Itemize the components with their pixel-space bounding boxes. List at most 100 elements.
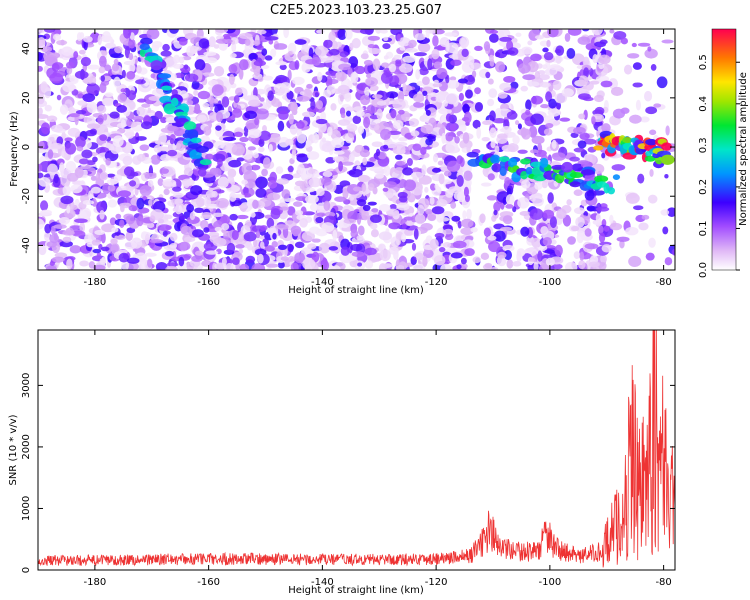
spectrogram-cell bbox=[123, 166, 135, 177]
spectrogram-cell bbox=[398, 109, 405, 115]
spectrogram-cell bbox=[315, 100, 324, 110]
spectrogram-cell bbox=[286, 206, 296, 216]
spectrogram-cell bbox=[357, 125, 365, 135]
spectrogram-cell bbox=[290, 101, 298, 114]
snr-y-tick-label: 2000 bbox=[21, 434, 32, 459]
spectrogram-cell bbox=[88, 75, 97, 86]
spectrogram-cell bbox=[595, 75, 610, 83]
spectrogram-cell bbox=[414, 33, 426, 41]
spectrogram-x-axis-label: Height of straight line (km) bbox=[288, 285, 424, 296]
spectrogram-feature-cell bbox=[195, 145, 209, 153]
spectrogram-cell bbox=[238, 204, 248, 209]
spectrogram-cell bbox=[488, 241, 501, 253]
spectrogram-cell bbox=[38, 93, 45, 105]
spectrogram-cell bbox=[369, 123, 380, 131]
spectrogram-cell bbox=[583, 138, 597, 145]
spectrogram-cell bbox=[411, 187, 423, 196]
spectrogram-cell bbox=[359, 29, 372, 35]
spectrogram-cell bbox=[582, 56, 590, 67]
spectrogram-cell bbox=[264, 55, 273, 61]
spectrogram-cell bbox=[238, 230, 244, 243]
spectrogram-cell bbox=[189, 211, 196, 221]
spectrogram-cell bbox=[316, 188, 325, 197]
spectrogram-cell bbox=[653, 103, 662, 108]
spectrogram-cell bbox=[436, 67, 448, 79]
spectrogram-cell bbox=[141, 103, 151, 108]
spectrogram-cell bbox=[417, 204, 425, 216]
spectrogram-cell bbox=[371, 208, 379, 213]
spectrogram-cell bbox=[645, 106, 658, 115]
snr-x-tick-label: -140 bbox=[311, 577, 334, 588]
spectrogram-cell bbox=[493, 209, 498, 216]
spectrogram-cell bbox=[163, 188, 170, 196]
spectrogram-cell bbox=[517, 197, 530, 209]
spectrogram-cell bbox=[579, 132, 590, 140]
spectrogram-cell bbox=[647, 194, 658, 204]
spectrogram-cell bbox=[429, 196, 435, 205]
spectrogram-cell bbox=[556, 208, 567, 220]
spectrogram-cell bbox=[231, 144, 245, 156]
spectrogram-cell bbox=[463, 186, 469, 197]
spectrogram-cell bbox=[136, 215, 144, 227]
spectrogram-cell bbox=[641, 214, 650, 220]
spectrogram-cell bbox=[120, 119, 126, 129]
spectrogram-cell bbox=[366, 73, 372, 79]
spectrogram-cell bbox=[214, 262, 227, 270]
spectrogram-feature-cell bbox=[661, 142, 672, 151]
spectrogram-feature-cell bbox=[520, 158, 531, 165]
spectrogram-feature-cell bbox=[644, 155, 656, 162]
spectrogram-cell bbox=[441, 132, 446, 145]
spectrogram-cell bbox=[542, 47, 549, 53]
spectrogram-cell bbox=[74, 208, 81, 215]
spectrogram-cell bbox=[649, 169, 654, 177]
spectrogram-cell bbox=[110, 238, 118, 245]
spectrogram-cell bbox=[123, 29, 132, 39]
spectrogram-cells bbox=[38, 29, 675, 270]
spectrogram-cell bbox=[402, 55, 416, 63]
spectrogram-cell bbox=[540, 225, 549, 235]
spectrogram-cell bbox=[405, 47, 418, 53]
spectrogram-cell bbox=[38, 65, 43, 72]
spectrogram-cell bbox=[245, 255, 256, 264]
spectrogram-cell bbox=[117, 93, 127, 103]
spectrogram-cell bbox=[364, 86, 370, 97]
spectrogram-cell bbox=[252, 239, 258, 248]
spectrogram-cell bbox=[195, 197, 205, 207]
spectrogram-cell bbox=[362, 157, 368, 166]
spectrogram-cell bbox=[322, 170, 333, 178]
snr-x-tick-label: -160 bbox=[197, 577, 220, 588]
spectrogram-cell bbox=[154, 110, 163, 120]
spectrogram-cell bbox=[462, 210, 467, 220]
spectrogram-cell bbox=[577, 93, 591, 100]
spectrogram-cell bbox=[639, 116, 650, 123]
spectrogram-cell bbox=[285, 138, 294, 146]
spectrogram-cell bbox=[601, 123, 611, 133]
spectrogram-cell bbox=[567, 236, 576, 245]
spectrogram-cell bbox=[49, 72, 64, 84]
spectrogram-cell bbox=[500, 226, 513, 232]
spectrogram-cell bbox=[537, 250, 543, 262]
spectrogram-cell bbox=[656, 76, 668, 89]
spectrogram-cell bbox=[461, 61, 475, 73]
spectrogram-cell bbox=[383, 164, 391, 177]
spectrogram-cell bbox=[59, 162, 65, 174]
spectrogram-cell bbox=[272, 232, 277, 240]
spectrogram-cell bbox=[168, 29, 179, 34]
spectrogram-cell bbox=[635, 99, 641, 111]
spectrogram-cell bbox=[136, 98, 147, 103]
spectrogram-cell bbox=[228, 159, 242, 168]
spectrogram-cell bbox=[119, 219, 125, 228]
spectrogram-cell bbox=[578, 260, 586, 270]
spectrogram-cell bbox=[294, 39, 307, 45]
spectrogram-cell bbox=[238, 59, 249, 71]
spectrogram-cell bbox=[480, 182, 492, 187]
spectrogram-cell bbox=[262, 157, 271, 169]
spectrogram-cell bbox=[549, 216, 557, 229]
spectrogram-cell bbox=[340, 246, 350, 256]
spectrogram-cell bbox=[318, 121, 327, 133]
spectrogram-cell bbox=[444, 32, 458, 37]
spectrogram-cell bbox=[259, 225, 268, 231]
spectrogram-cell bbox=[296, 95, 310, 102]
spectrogram-x-tick-label: -120 bbox=[425, 277, 448, 288]
spectrogram-feature-cell bbox=[607, 187, 615, 195]
